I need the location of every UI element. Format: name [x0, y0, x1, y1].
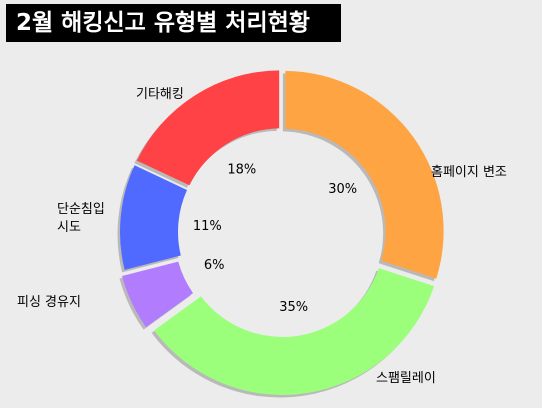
slice-spam-relay — [154, 268, 435, 395]
slice-homepage-defacement — [285, 70, 444, 279]
category-label-spam-relay: 스팸릴레이 — [376, 371, 436, 386]
percent-label-other-hacking: 18% — [227, 163, 256, 178]
percent-label-homepage-defacement: 30% — [328, 182, 357, 197]
percent-label-spam-relay: 35% — [279, 300, 308, 315]
percent-label-phishing-relay: 6% — [204, 258, 225, 273]
category-label-other-hacking: 기타해킹 — [136, 87, 184, 102]
title-box: 2월 해킹신고 유형별 처리현황 — [6, 4, 341, 42]
category-label-phishing-relay: 피싱 경유지 — [17, 295, 81, 310]
category-label-simple-intrusion-line2: 시도 — [57, 220, 81, 235]
category-label-simple-intrusion: 단순침입 시도 — [57, 202, 109, 235]
slice-other-hacking — [136, 70, 280, 186]
slice-phishing-relay — [122, 261, 194, 328]
percent-labels-group: 30% 35% 6% 11% 18% — [193, 163, 357, 315]
percent-label-simple-intrusion: 11% — [193, 219, 222, 234]
category-label-homepage-defacement: 홈페이지 변조 — [431, 165, 507, 180]
chart-title: 2월 해킹신고 유형별 처리현황 — [16, 10, 310, 36]
category-label-simple-intrusion-line1: 단순침입 — [57, 202, 105, 217]
slices-group — [117, 70, 444, 398]
slice-simple-intrusion — [120, 165, 187, 270]
